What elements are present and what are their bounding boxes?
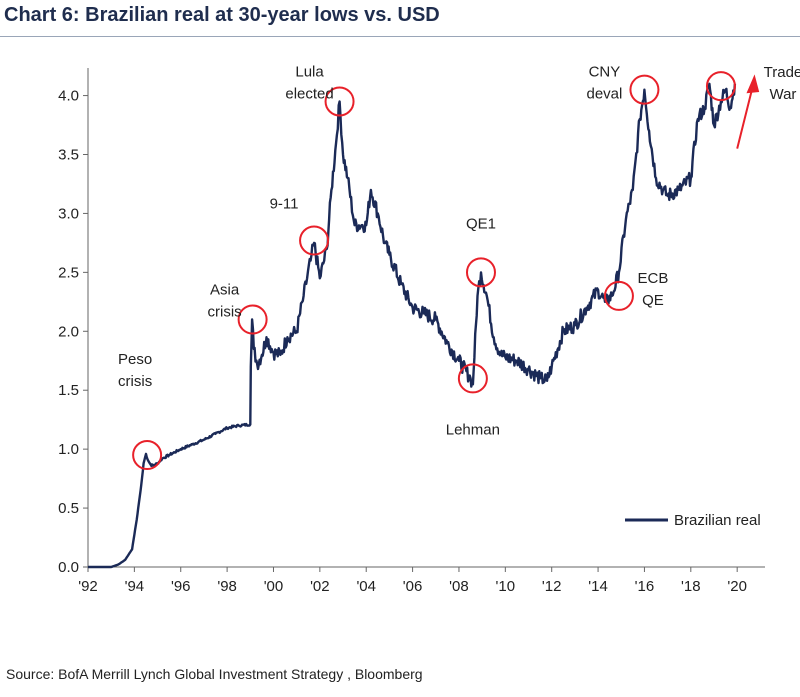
annotation-circle-qe1 <box>465 257 496 288</box>
x-tick-label: '02 <box>310 578 330 595</box>
annotation-label-cny: deval <box>587 86 623 103</box>
annotation-circle-911 <box>299 225 330 256</box>
y-tick-label: 1.0 <box>58 441 79 458</box>
annotation-circle-peso <box>132 440 163 471</box>
x-tick-label: '18 <box>681 578 701 595</box>
series-layer <box>87 82 737 569</box>
annotation-circle-trade <box>705 71 736 102</box>
source-note: Source: BofA Merrill Lynch Global Invest… <box>6 666 423 682</box>
x-tick-label: '20 <box>727 578 747 595</box>
annotation-circle-lula <box>324 86 355 117</box>
annotation-label-ecb: QE <box>642 292 664 309</box>
x-tick-label: '04 <box>356 578 376 595</box>
x-tick-label: '94 <box>125 578 145 595</box>
annotation-circle-asia <box>237 304 268 335</box>
legend-label: Brazilian real <box>674 512 761 529</box>
annotations-layer: Peso crisis Asia crisis 9-11 Lula elected Lehma… <box>118 63 800 471</box>
title-divider <box>0 36 800 37</box>
annotation-circle-cny <box>629 74 660 105</box>
annotation-label-lula: Lula <box>295 63 324 80</box>
annotation-label-lehman: Lehman <box>446 421 500 438</box>
axes: 0.0 0.5 1.0 1.5 2.0 2.5 3.0 3.5 4.0 '92 '94 '96 '98 '… <box>58 68 765 595</box>
annotation-label-lula: elected <box>285 85 333 102</box>
annotation-circle-ecb <box>603 280 634 311</box>
x-tick-label: '12 <box>542 578 562 595</box>
x-tick-label: '06 <box>403 578 423 595</box>
x-tick-label: '00 <box>264 578 284 595</box>
annotation-label-asia: crisis <box>208 304 242 321</box>
y-tick-label: 3.5 <box>58 147 79 164</box>
x-tick-label: '16 <box>635 578 655 595</box>
trade-war-arrowhead <box>746 74 760 94</box>
x-tick-label: '14 <box>588 578 608 595</box>
x-tick-label: '98 <box>217 578 237 595</box>
chart-title: Chart 6: Brazilian real at 30-year lows … <box>4 4 440 26</box>
legend: Brazilian real <box>625 512 761 529</box>
annotation-label-peso: Peso <box>118 351 152 368</box>
x-tick-label: '08 <box>449 578 469 595</box>
annotation-label-asia: Asia <box>210 282 240 299</box>
annotation-label-911: 9-11 <box>270 196 299 213</box>
series-line-brazilian-real <box>87 82 737 569</box>
trade-war-arrow <box>736 83 755 149</box>
x-tick-label: '96 <box>171 578 191 595</box>
y-tick-label: 0.5 <box>58 500 79 517</box>
y-tick-label: 2.0 <box>58 323 79 340</box>
y-tick-label: 2.5 <box>58 264 79 281</box>
y-tick-label: 1.5 <box>58 382 79 399</box>
y-tick-label: 0.0 <box>58 559 79 576</box>
x-tick-label: '92 <box>78 578 98 595</box>
annotation-label-cny: CNY <box>589 64 621 81</box>
annotation-label-trade: Trade <box>764 64 800 81</box>
annotation-label-peso: crisis <box>118 373 152 390</box>
y-tick-label: 4.0 <box>58 88 79 105</box>
annotation-label-qe1: QE1 <box>466 215 496 232</box>
annotation-label-ecb: ECB <box>638 270 669 287</box>
y-tick-label: 3.0 <box>58 205 79 222</box>
annotation-circle-lehman <box>457 363 488 394</box>
annotation-label-trade: War <box>769 86 796 103</box>
x-tick-label: '10 <box>496 578 516 595</box>
